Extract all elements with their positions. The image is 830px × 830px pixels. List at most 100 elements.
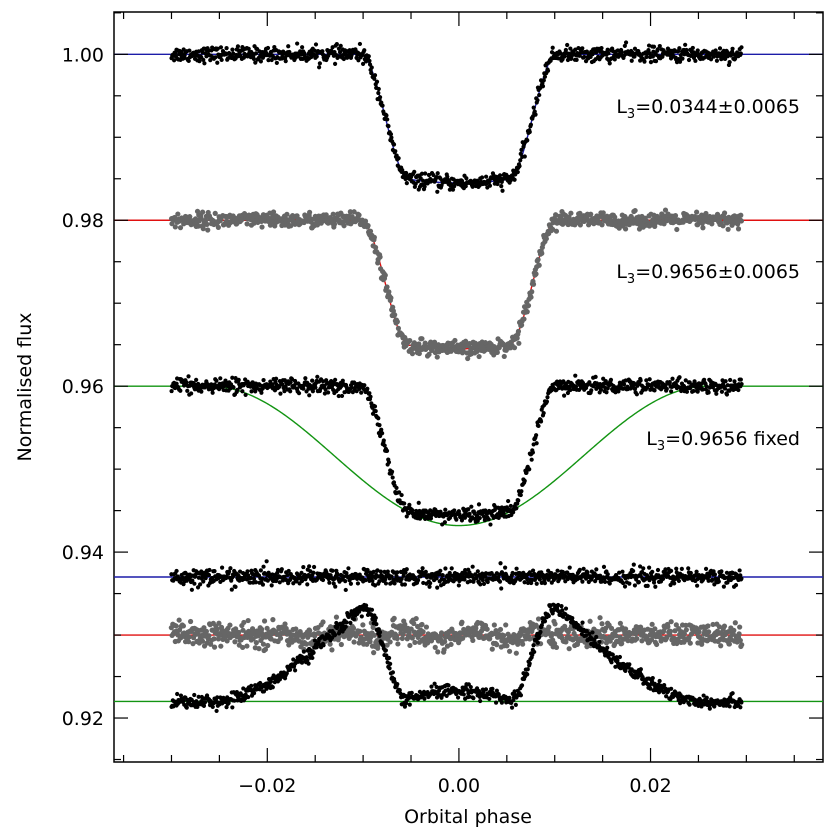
data-point: [669, 389, 674, 394]
data-point: [612, 57, 617, 62]
data-point: [404, 567, 409, 572]
data-point: [186, 374, 191, 379]
data-point: [732, 620, 738, 626]
data-point: [554, 379, 560, 384]
data-point: [335, 572, 340, 577]
data-point: [622, 584, 628, 589]
data-point: [482, 518, 487, 523]
data-point: [419, 621, 425, 628]
data-point: [333, 614, 340, 620]
data-point: [515, 169, 520, 175]
data-point: [524, 309, 530, 315]
data-point: [704, 384, 709, 389]
data-point: [419, 171, 425, 176]
data-point: [383, 577, 388, 582]
data-point: [534, 581, 539, 586]
data-point: [231, 385, 236, 390]
data-point: [365, 386, 370, 391]
data-point: [434, 354, 440, 360]
data-point: [394, 319, 400, 325]
data-point: [470, 184, 475, 189]
data-point: [207, 567, 212, 573]
data-point: [301, 649, 306, 654]
data-point: [180, 623, 186, 629]
data-point: [541, 411, 546, 416]
data-point: [521, 316, 527, 322]
data-point: [632, 583, 638, 588]
data-point: [266, 58, 271, 63]
data-point: [274, 60, 279, 66]
data-point: [688, 570, 693, 576]
data-point: [474, 513, 480, 518]
data-point: [528, 122, 534, 127]
data-point: [251, 691, 257, 696]
data-point: [212, 210, 218, 216]
data-point: [330, 568, 335, 573]
data-point: [716, 579, 721, 584]
data-point: [359, 390, 364, 395]
data-point: [293, 668, 298, 673]
data-point: [629, 58, 634, 63]
data-point: [365, 567, 370, 573]
data-point: [295, 41, 300, 46]
data-point: [282, 621, 288, 627]
data-point: [374, 79, 380, 84]
data-point: [261, 564, 266, 569]
data-point: [317, 61, 322, 66]
data-point: [422, 696, 427, 701]
data-point: [385, 117, 390, 122]
data-point: [391, 480, 397, 485]
data-point: [192, 692, 197, 698]
data-point: [352, 617, 357, 622]
data-point: [277, 580, 282, 585]
data-point: [359, 614, 364, 619]
data-point: [399, 492, 404, 498]
data-point: [465, 355, 471, 362]
data-point: [647, 565, 652, 570]
data-point: [386, 655, 392, 661]
data-point: [351, 209, 357, 215]
data-point: [187, 214, 193, 220]
data-point: [382, 569, 387, 575]
data-point: [306, 661, 311, 666]
data-point: [650, 54, 656, 59]
data-point: [700, 387, 705, 392]
data-point: [674, 226, 680, 233]
data-point: [676, 578, 682, 584]
data-point: [464, 176, 469, 181]
data-point: [478, 582, 483, 587]
data-point: [383, 648, 388, 653]
data-point: [338, 43, 343, 48]
data-point: [632, 386, 638, 391]
data-point: [737, 624, 743, 630]
data-point: [484, 174, 489, 179]
data-point: [235, 44, 241, 49]
data-point: [672, 213, 679, 219]
data-point: [667, 628, 674, 634]
data-point: [367, 391, 372, 396]
data-point: [189, 587, 194, 592]
data-point: [260, 582, 266, 587]
data-point: [336, 393, 341, 399]
data-point: [589, 388, 594, 393]
data-point: [646, 47, 651, 53]
data-point: [185, 388, 190, 393]
data-point: [590, 52, 595, 57]
data-point: [416, 500, 421, 505]
data-point: [577, 53, 582, 58]
data-point: [678, 53, 683, 58]
data-point: [683, 42, 688, 47]
data-point: [646, 43, 652, 48]
data-point: [714, 58, 720, 63]
data-point: [573, 47, 578, 52]
data-point: [322, 391, 327, 396]
data-point: [230, 47, 235, 52]
data-point: [632, 207, 638, 214]
data-point: [703, 210, 709, 217]
data-point: [536, 262, 542, 268]
data-point: [712, 572, 718, 577]
data-point: [334, 42, 339, 47]
data-point: [392, 312, 398, 318]
data-point: [738, 218, 745, 224]
data-point: [605, 572, 610, 577]
